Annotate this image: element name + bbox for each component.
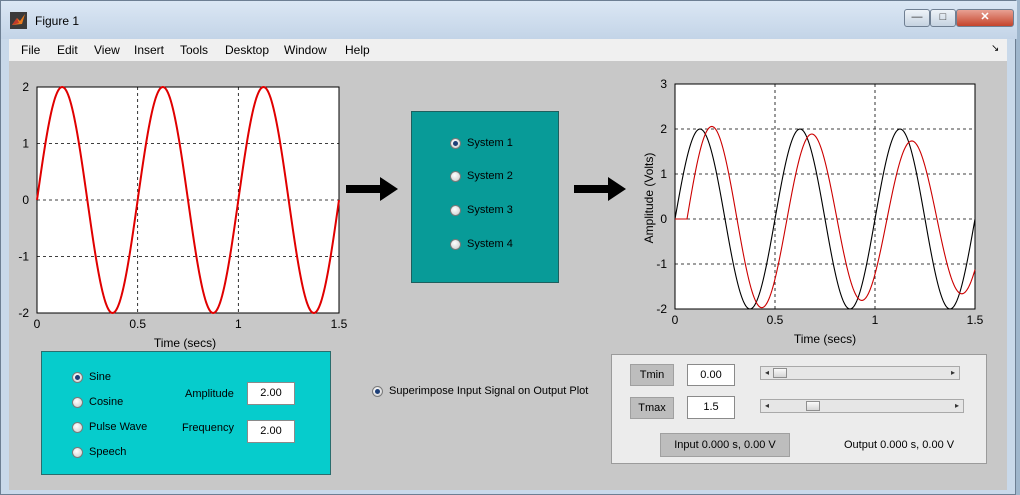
tmax-label: Tmax	[630, 397, 674, 419]
dock-arrow-icon[interactable]: ↘	[991, 43, 1000, 54]
input-plot-ticks: 0 0.5 1 1.5 2 1 0 -1 -2	[18, 80, 347, 331]
x-tick-label: 0	[34, 317, 41, 331]
y-tick-label: -1	[18, 250, 29, 264]
slider-left-arrow-icon[interactable]: ◂	[764, 368, 769, 377]
radio-icon[interactable]	[450, 205, 461, 216]
menu-file[interactable]: File	[21, 43, 41, 57]
input-readout: Input 0.000 s, 0.00 V	[660, 433, 790, 457]
output-readout: Output 0.000 s, 0.00 V	[844, 439, 955, 451]
radio-icon[interactable]	[72, 397, 83, 408]
slider-left-arrow-icon[interactable]: ◂	[764, 401, 769, 410]
x-tick-label: 0.5	[767, 313, 784, 327]
signal-option-label: Cosine	[89, 396, 124, 408]
y-tick-label: 0	[22, 193, 29, 207]
radio-selected-icon[interactable]	[72, 372, 83, 383]
output-signal-plot: 0 0.5 1 1.5 3 2 1 0 -1 -2 Time (secs) Amplitude (…	[642, 77, 984, 346]
series-line	[36, 85, 340, 315]
system-option-label: System 4	[467, 238, 513, 250]
system-option-label: System 1	[467, 137, 513, 149]
output-plot-series	[674, 125, 976, 310]
arrow-right-icon	[574, 177, 626, 201]
superimpose-label: Superimpose Input Signal on Output Plot	[389, 385, 589, 397]
time-range-panel: Tmin 0.00 ◂ ▸ Tmax 1.5 ◂ ▸ Input 0.000 s…	[611, 354, 987, 464]
tmin-label: Tmin	[630, 364, 674, 386]
output-plot-ylabel: Amplitude (Volts)	[642, 153, 656, 244]
x-tick-label: 1.5	[331, 317, 348, 331]
menu-window[interactable]: Window	[284, 43, 327, 57]
menu-insert[interactable]: Insert	[134, 43, 165, 57]
slider-thumb[interactable]	[805, 401, 820, 411]
radio-icon[interactable]	[72, 447, 83, 458]
signal-option-label: Pulse Wave	[89, 421, 148, 433]
tmax-input[interactable]: 1.5	[687, 396, 735, 419]
series-line	[675, 125, 976, 309]
input-signal-plot: 0 0.5 1 1.5 2 1 0 -1 -2 Time (secs)	[18, 80, 347, 350]
y-tick-label: -2	[656, 302, 667, 316]
y-tick-label: 2	[22, 80, 29, 94]
y-tick-label: -2	[18, 306, 29, 320]
signal-option-label: Sine	[89, 371, 112, 383]
minimize-button[interactable]: —	[904, 9, 930, 27]
window-title: Figure 1	[35, 14, 80, 28]
y-tick-label: 3	[660, 77, 667, 91]
input-plot-series	[36, 85, 340, 315]
amplitude-label: Amplitude	[185, 388, 234, 400]
y-tick-label: 1	[660, 167, 667, 181]
x-tick-label: 1	[235, 317, 242, 331]
menu-view[interactable]: View	[94, 43, 120, 57]
tmin-slider[interactable]: ◂ ▸	[760, 366, 960, 380]
radio-icon[interactable]	[72, 422, 83, 433]
title-bar[interactable]: Figure 1 — □ ✕	[1, 1, 1017, 39]
frequency-label: Frequency	[182, 422, 234, 434]
system-selector-panel: System 1 System 2 System 3 System 4	[411, 111, 559, 283]
menu-bar: File Edit View Insert Tools Desktop Wind…	[9, 39, 1007, 62]
y-tick-label: 1	[22, 137, 29, 151]
output-plot-axes	[674, 83, 976, 310]
slider-right-arrow-icon[interactable]: ▸	[954, 401, 959, 410]
output-plot-xlabel: Time (secs)	[794, 332, 856, 346]
tmax-slider[interactable]: ◂ ▸	[760, 399, 964, 413]
y-tick-label: 0	[660, 212, 667, 226]
menu-help[interactable]: Help	[345, 43, 370, 57]
tmin-input[interactable]: 0.00	[687, 364, 735, 386]
amplitude-input[interactable]: 2.00	[247, 382, 295, 405]
slider-right-arrow-icon[interactable]: ▸	[950, 368, 955, 377]
output-plot-ticks: 0 0.5 1 1.5 3 2 1 0 -1 -2	[656, 77, 983, 327]
maximize-button[interactable]: □	[930, 9, 956, 27]
x-tick-label: 1	[872, 313, 879, 327]
y-tick-label: -1	[656, 257, 667, 271]
matlab-logo-icon	[10, 12, 27, 29]
system-option-label: System 3	[467, 204, 513, 216]
figure-canvas: 0 0.5 1 1.5 2 1 0 -1 -2 Time (secs) System 1 Sys…	[9, 61, 1007, 490]
series-line	[674, 128, 976, 310]
close-button[interactable]: ✕	[956, 9, 1014, 27]
menu-tools[interactable]: Tools	[180, 43, 209, 57]
input-plot-xlabel: Time (secs)	[154, 336, 216, 350]
radio-icon[interactable]	[450, 171, 461, 182]
system-option-label: System 2	[467, 170, 513, 182]
arrow-right-icon	[346, 177, 398, 201]
menu-edit[interactable]: Edit	[57, 43, 78, 57]
radio-selected-icon[interactable]	[372, 386, 383, 397]
frequency-input[interactable]: 2.00	[247, 420, 295, 443]
x-tick-label: 0	[672, 313, 679, 327]
y-tick-label: 2	[660, 122, 667, 136]
x-tick-label: 0.5	[129, 317, 146, 331]
signal-option-label: Speech	[89, 446, 127, 458]
radio-selected-icon[interactable]	[450, 138, 461, 149]
menu-desktop[interactable]: Desktop	[225, 43, 270, 57]
radio-icon[interactable]	[450, 239, 461, 250]
slider-thumb[interactable]	[773, 368, 787, 378]
signal-selector-panel: Sine Cosine Pulse Wave Speech Amplitude …	[41, 351, 331, 475]
x-tick-label: 1.5	[967, 313, 984, 327]
